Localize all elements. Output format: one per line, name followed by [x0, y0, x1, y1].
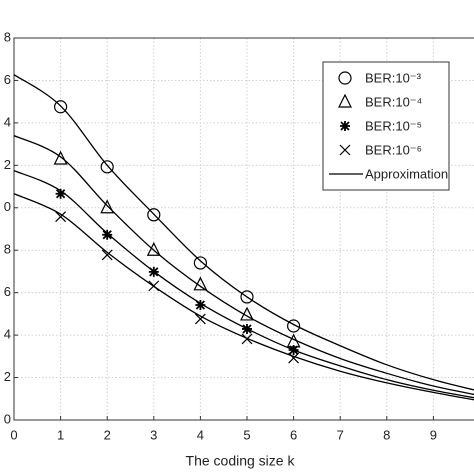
legend-marker: [338, 93, 352, 108]
x-tick-label: 9: [430, 427, 437, 442]
legend-label: BER:10⁻³: [365, 70, 422, 85]
x-tick-label: 3: [150, 427, 157, 442]
marker: [288, 344, 299, 355]
x-tick-label: 6: [290, 427, 297, 442]
marker: [240, 290, 254, 304]
marker: [55, 211, 67, 223]
marker: [287, 319, 301, 333]
y-tick-label: 2: [4, 157, 11, 172]
plot-frame: [13, 37, 474, 421]
legend-label: BER:10⁻⁵: [365, 118, 422, 133]
marker: [195, 299, 206, 310]
y-tick-label: 0: [4, 411, 11, 426]
marker: [53, 100, 68, 114]
y-tick-label: 4: [4, 114, 11, 129]
approximation-line: [13, 135, 474, 396]
marker: [53, 150, 68, 165]
y-tick-label: 6: [4, 284, 11, 299]
x-tick-label: 1: [57, 427, 64, 442]
marker: [288, 352, 300, 364]
y-tick-label: 6: [4, 72, 11, 87]
marker: [241, 333, 253, 345]
x-tick-label: 4: [197, 427, 204, 442]
y-tick-label: 0: [4, 199, 11, 214]
legend-label: BER:10⁻⁶: [365, 142, 422, 157]
marker: [102, 229, 113, 240]
marker: [55, 188, 66, 199]
marker: [100, 160, 114, 174]
x-tick-label: 5: [243, 427, 250, 442]
marker: [242, 323, 252, 334]
y-tick-label: 8: [4, 242, 11, 257]
y-tick-label: 4: [4, 327, 11, 342]
marker: [148, 280, 160, 292]
marker: [101, 249, 113, 261]
legend-label: Approximation: [365, 166, 448, 181]
marker: [146, 241, 161, 256]
legend-marker: [339, 144, 351, 156]
legend-marker: [340, 121, 350, 131]
marker: [100, 199, 115, 214]
x-axis-label: The coding size k: [186, 453, 296, 469]
legend-marker: [338, 71, 352, 85]
marker: [193, 276, 208, 291]
marker: [240, 306, 254, 321]
legend-label: BER:10⁻⁴: [365, 94, 422, 109]
x-tick-label: 2: [104, 427, 111, 442]
marker: [147, 208, 161, 222]
marker: [193, 256, 207, 270]
x-tick-label: 7: [337, 427, 344, 442]
y-tick-label: 8: [4, 29, 11, 44]
marker: [148, 266, 159, 277]
y-tick-label: 2: [4, 369, 11, 384]
approximation-line: [13, 74, 474, 391]
x-tick-label: 8: [383, 427, 390, 442]
approximation-line: [13, 193, 474, 401]
x-tick-label: 0: [10, 427, 17, 442]
approximation-line: [13, 170, 474, 399]
marker: [194, 313, 206, 325]
